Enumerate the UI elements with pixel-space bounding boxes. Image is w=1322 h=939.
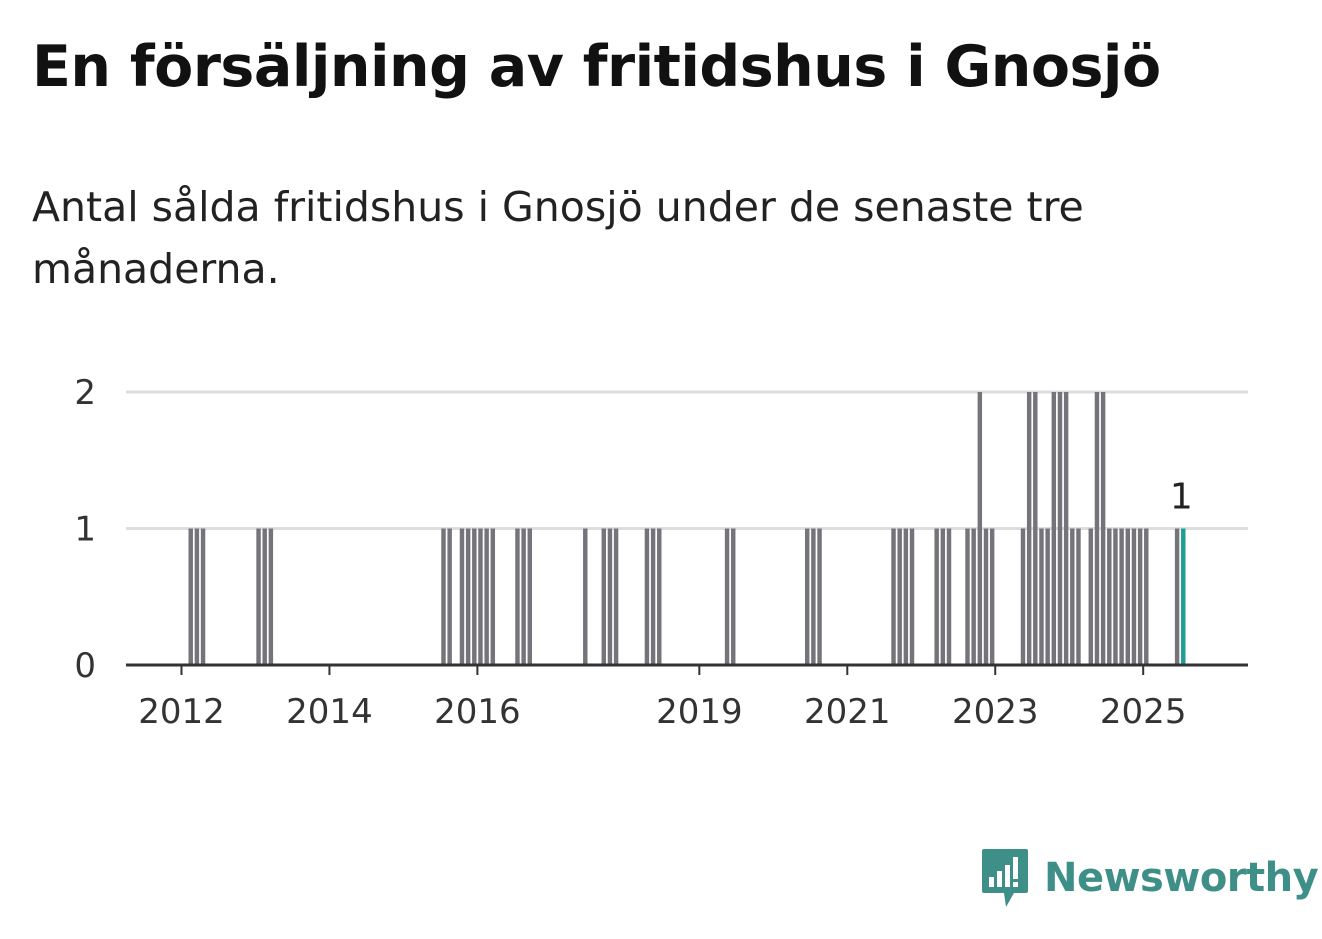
- bar: [804, 528, 810, 665]
- bar: [200, 528, 206, 665]
- bar: [1039, 528, 1044, 665]
- highlight-value-label: 1: [1170, 477, 1193, 518]
- y-tick-label: 1: [74, 510, 96, 550]
- bar: [989, 528, 995, 665]
- bar: [650, 528, 656, 665]
- x-tick-label: 2025: [1100, 692, 1187, 732]
- bar: [977, 392, 983, 665]
- bar: [983, 528, 989, 665]
- bar: [1174, 528, 1180, 665]
- bar: [1094, 392, 1100, 665]
- bar: [484, 528, 489, 665]
- bar: [817, 528, 822, 665]
- newsworthy-logo: Newsworthy: [980, 846, 1319, 910]
- x-tick-label: 2019: [656, 692, 743, 732]
- grid-lines: [126, 390, 1248, 530]
- bar: [194, 528, 200, 665]
- x-tick-label: 2016: [434, 692, 521, 732]
- bar: [903, 528, 909, 665]
- bar: [1057, 392, 1063, 665]
- bar: [1063, 392, 1069, 665]
- bar: [490, 528, 496, 665]
- bar: [459, 528, 465, 665]
- bar: [521, 528, 526, 665]
- bar: [1033, 392, 1038, 665]
- bar: [465, 528, 471, 665]
- axes: [126, 663, 1248, 675]
- bar: [1107, 528, 1112, 665]
- chart-title: En försäljning av fritidshus i Gnosjö: [32, 34, 1161, 100]
- bar: [1131, 528, 1137, 665]
- bar: [583, 528, 588, 665]
- bar: [971, 528, 976, 665]
- bar: [256, 528, 261, 665]
- bar: [478, 528, 483, 665]
- y-tick-label: 2: [74, 373, 96, 413]
- bar: [1144, 528, 1149, 665]
- bar: [657, 528, 662, 665]
- bar: [934, 528, 939, 665]
- bar: [1020, 528, 1026, 665]
- bar: [1119, 528, 1124, 665]
- x-tick-label: 2012: [138, 692, 225, 732]
- bar: [731, 528, 736, 665]
- bars: [188, 392, 1186, 665]
- bar: [1026, 392, 1032, 665]
- bar: [897, 528, 902, 665]
- bar: [607, 528, 613, 665]
- bar: [891, 528, 896, 665]
- bar: [1045, 528, 1050, 665]
- bar: [601, 528, 606, 665]
- bar: [527, 528, 533, 665]
- bar: [1070, 528, 1075, 665]
- bar: [188, 528, 193, 665]
- bar: [940, 528, 946, 665]
- brand-name: Newsworthy: [1044, 855, 1319, 901]
- bar: [1088, 528, 1094, 665]
- bar: [965, 528, 970, 665]
- bar: [644, 528, 650, 665]
- bar: [724, 528, 730, 665]
- bar: [1113, 528, 1118, 665]
- newsworthy-logo-icon: [982, 849, 1028, 907]
- bar: [515, 528, 520, 665]
- bar: [1100, 392, 1106, 665]
- chart-subtitle: Antal sålda fritidshus i Gnosjö under de…: [32, 183, 1084, 293]
- x-tick-label: 2014: [286, 692, 373, 732]
- bar: [946, 528, 952, 665]
- bar: [1076, 528, 1081, 665]
- bar-highlight: [1181, 528, 1186, 665]
- bar: [1125, 528, 1131, 665]
- x-tick-label: 2023: [952, 692, 1039, 732]
- bar: [1051, 392, 1057, 665]
- bar: [447, 528, 452, 665]
- bar: [613, 528, 619, 665]
- bar: [262, 528, 267, 665]
- bar-chart: 0 1 2 2012 2014 2016 2019 2021 2023 2025 1: [74, 373, 1248, 732]
- bar: [441, 528, 446, 665]
- y-tick-label: 0: [74, 646, 96, 686]
- bar: [1137, 528, 1143, 665]
- tick-labels: 0 1 2 2012 2014 2016 2019 2021 2023 2025 1: [74, 373, 1192, 732]
- bar: [811, 528, 816, 665]
- bar: [268, 528, 274, 665]
- x-tick-label: 2021: [804, 692, 891, 732]
- bar: [909, 528, 915, 665]
- bar: [472, 528, 477, 665]
